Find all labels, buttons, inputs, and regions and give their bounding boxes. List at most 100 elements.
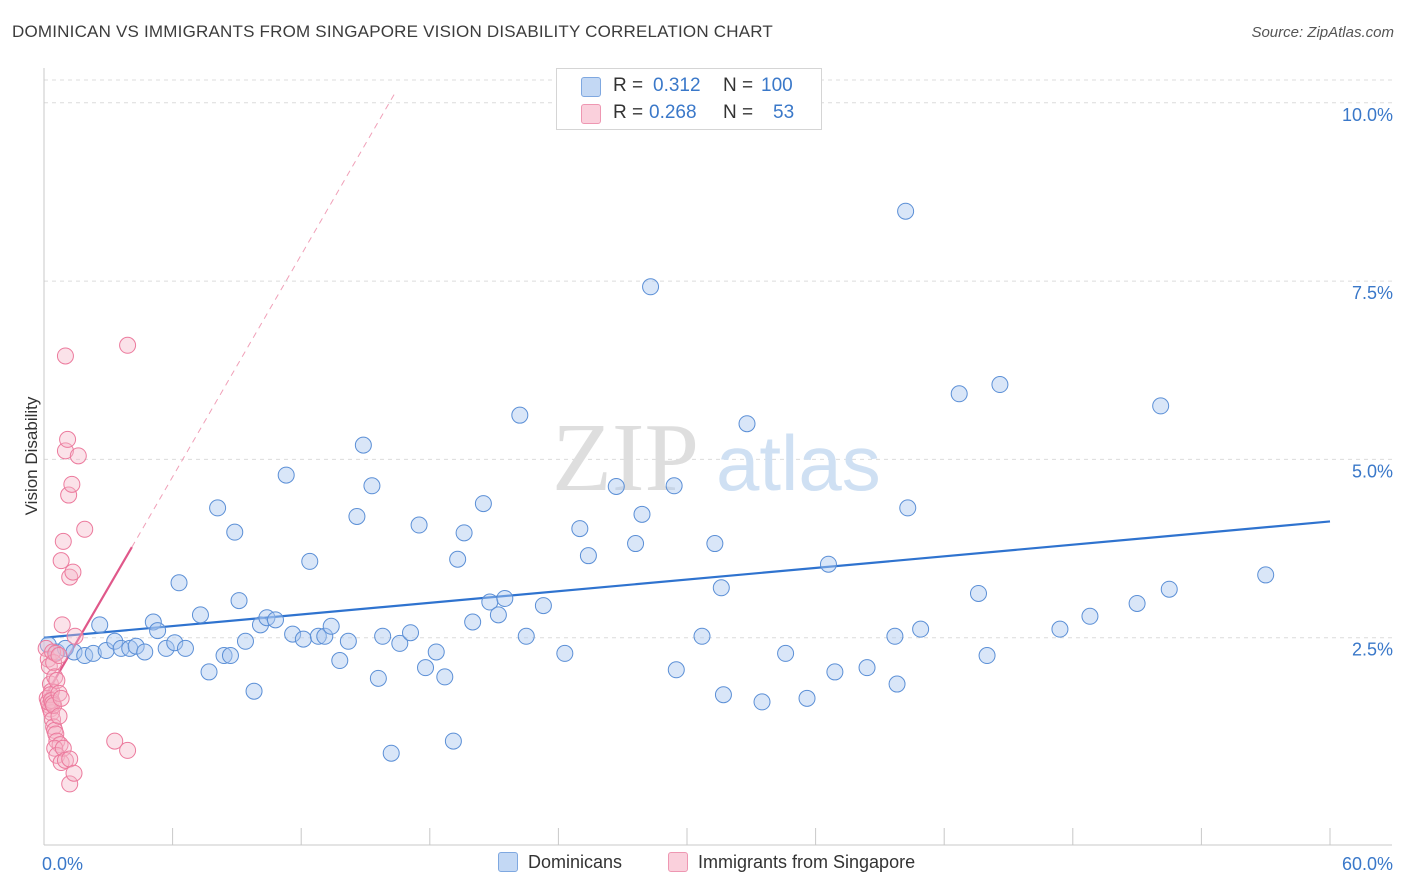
y-tick-label: 2.5%	[1352, 640, 1393, 660]
point-dominicans	[215, 647, 233, 665]
point-dominicans	[170, 574, 188, 592]
point-dominicans	[642, 278, 660, 296]
point-dominicans	[322, 617, 340, 635]
point-dominicans	[455, 524, 473, 542]
point-dominicans	[91, 616, 109, 634]
point-dominicans	[738, 415, 756, 433]
point-dominicans	[97, 642, 115, 660]
point-dominicans	[230, 592, 248, 610]
point-dominicans	[950, 385, 968, 403]
point-singapore	[53, 616, 71, 634]
point-dominicans	[191, 606, 209, 624]
point-singapore	[119, 741, 137, 759]
point-dominicans	[209, 499, 227, 517]
point-dominicans	[474, 495, 492, 513]
point-dominicans	[1257, 566, 1275, 584]
point-singapore	[47, 644, 65, 662]
point-singapore	[63, 475, 81, 493]
point-dominicans	[166, 634, 184, 652]
trend-line-dominicans	[43, 520, 1331, 639]
bottom-legend-label-dominicans: Dominicans	[528, 852, 623, 872]
point-dominicans	[176, 639, 194, 657]
point-dominicans	[427, 643, 445, 661]
point-dominicans	[245, 682, 263, 700]
point-singapore	[52, 689, 70, 707]
source-label: Source: ZipAtlas.com	[1251, 24, 1394, 41]
point-dominicans	[712, 579, 730, 597]
point-dominicans	[221, 647, 239, 665]
point-dominicans	[1081, 607, 1099, 625]
chart-title: DOMINICAN VS IMMIGRANTS FROM SINGAPORE V…	[12, 22, 774, 41]
point-dominicans	[331, 652, 349, 670]
point-dominicans	[284, 625, 302, 643]
point-dominicans	[449, 550, 467, 568]
point-dominicans	[1160, 580, 1178, 598]
point-dominicans	[607, 477, 625, 495]
point-singapore	[66, 627, 84, 645]
point-dominicans	[112, 639, 130, 657]
point-dominicans	[511, 406, 529, 424]
point-dominicans	[144, 613, 162, 631]
point-dominicans	[534, 597, 552, 615]
point-dominicans	[157, 639, 175, 657]
legend-r-value: 0.312	[653, 75, 701, 96]
point-dominicans	[1128, 594, 1146, 612]
point-dominicans	[714, 686, 732, 704]
point-dominicans	[402, 624, 420, 642]
legend-swatch-dominicans	[581, 77, 601, 97]
bottom-legend-dominicans: Dominicans	[498, 852, 622, 873]
point-dominicans	[251, 616, 269, 634]
legend-n-label: N =	[723, 102, 754, 123]
point-dominicans	[200, 663, 218, 681]
y-tick-label: 10.0%	[1342, 105, 1393, 125]
point-singapore	[46, 739, 64, 757]
watermark-atlas: atlas	[716, 419, 881, 507]
x-tick-label-min: 0.0%	[42, 854, 83, 874]
point-dominicans	[444, 732, 462, 750]
point-dominicans	[84, 644, 102, 662]
x-tick-labels: 0.0% 60.0%	[42, 854, 1393, 874]
point-dominicans	[969, 584, 987, 602]
point-dominicans	[633, 505, 651, 523]
legend-swatch-singapore	[581, 104, 601, 124]
point-dominicans	[410, 516, 428, 534]
point-singapore	[54, 532, 72, 550]
point-dominicans	[819, 555, 837, 573]
point-dominicans	[417, 659, 435, 677]
legend-n-value: 53	[773, 102, 795, 123]
point-dominicans	[369, 669, 387, 687]
correlation-legend: R = 0.312 N = 100 R = 0.268 N = 53	[556, 68, 822, 130]
point-dominicans	[236, 632, 254, 650]
point-dominicans	[277, 466, 295, 484]
point-dominicans	[363, 477, 381, 495]
point-dominicans	[777, 644, 795, 662]
point-dominicans	[266, 611, 284, 629]
point-dominicans	[579, 547, 597, 565]
point-dominicans	[56, 639, 74, 657]
point-dominicans	[354, 436, 372, 454]
point-dominicans	[294, 630, 312, 648]
point-dominicans	[489, 606, 507, 624]
point-singapore	[119, 336, 137, 354]
point-dominicans	[348, 507, 366, 525]
point-dominicans	[1051, 620, 1069, 638]
point-dominicans	[897, 202, 915, 220]
data-points	[37, 202, 1275, 793]
point-dominicans	[226, 523, 244, 541]
point-dominicans	[571, 520, 589, 538]
point-dominicans	[149, 622, 167, 640]
point-dominicans	[436, 668, 454, 686]
point-dominicans	[798, 689, 816, 707]
point-dominicans	[517, 627, 535, 645]
point-singapore	[47, 725, 65, 743]
point-dominicans	[309, 627, 327, 645]
point-dominicans	[127, 637, 145, 655]
point-dominicans	[106, 632, 124, 650]
y-tick-label: 7.5%	[1352, 283, 1393, 303]
point-dominicans	[391, 634, 409, 652]
watermark-zip: ZIP	[552, 404, 699, 512]
point-dominicans	[991, 376, 1009, 394]
point-dominicans	[464, 613, 482, 631]
point-singapore	[50, 707, 68, 725]
